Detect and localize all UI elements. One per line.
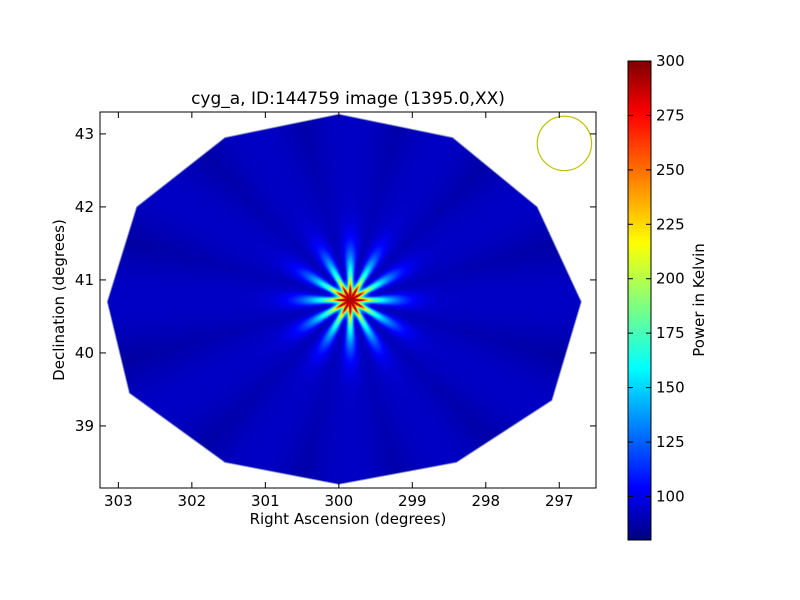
colorbar-ticks: 100 125 150 175 200 225 250 275 300 (628, 52, 685, 505)
x-tick-label: 300 (324, 492, 353, 510)
plot-area (100, 112, 596, 488)
plot-frame (99, 111, 597, 489)
chart-title: cyg_a, ID:144759 image (1395.0,XX) (191, 89, 505, 109)
colorbar-tick-label: 200 (656, 270, 685, 288)
y-axis-ticks: 39 40 41 42 43 (75, 125, 596, 435)
colorbar-tick-label: 300 (656, 52, 685, 70)
colorbar-tick-label: 225 (656, 215, 685, 233)
y-tick-label: 40 (75, 344, 94, 362)
colorbar-tick-label: 175 (656, 324, 685, 342)
y-tick-label: 43 (75, 125, 94, 143)
x-tick-label: 297 (545, 492, 574, 510)
x-tick-label: 299 (398, 492, 427, 510)
colorbar-tick-label: 275 (656, 106, 685, 124)
x-tick-label: 303 (104, 492, 133, 510)
colorbar-tick-label: 125 (656, 433, 685, 451)
x-axis-label: Right Ascension (degrees) (250, 510, 447, 528)
coverage-outline (106, 113, 582, 485)
x-axis-ticks: 303 302 301 300 299 298 297 (104, 112, 574, 510)
x-tick-label: 301 (251, 492, 280, 510)
colorbar-tick-label: 150 (656, 379, 685, 397)
colorbar-tick-label: 250 (656, 161, 685, 179)
colorbar (627, 60, 652, 541)
y-tick-label: 39 (75, 417, 94, 435)
y-tick-label: 42 (75, 198, 94, 216)
colorbar-label: Power in Kelvin (690, 243, 708, 357)
x-tick-label: 302 (178, 492, 207, 510)
x-tick-label: 298 (471, 492, 500, 510)
y-tick-label: 41 (75, 271, 94, 289)
y-axis-label: Declination (degrees) (50, 219, 68, 381)
beam-marker-circle (536, 115, 593, 172)
colorbar-tick-label: 100 (656, 487, 685, 505)
